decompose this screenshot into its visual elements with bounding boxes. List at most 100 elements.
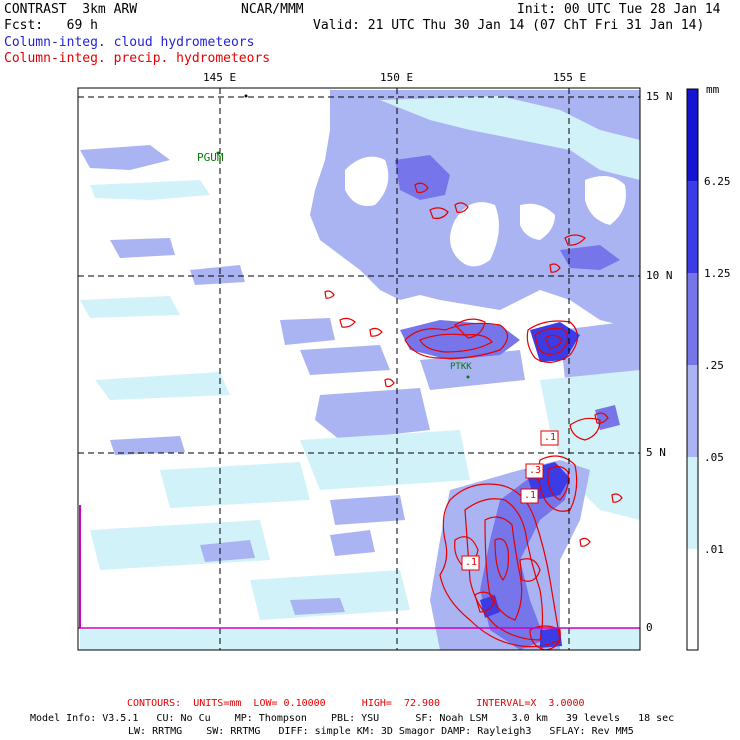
lon-label: 145 E (203, 71, 237, 84)
contour-label-box (520, 488, 539, 504)
colorbar-level: .25 (704, 359, 724, 372)
cloud-hole-2 (520, 203, 555, 240)
cloud-patch (80, 145, 170, 170)
station-label-pgum: PGUM (197, 151, 224, 164)
precip-contour (339, 317, 356, 328)
precip-contour (549, 263, 561, 273)
cloud-patch (250, 570, 410, 620)
precip-contour (464, 498, 544, 641)
cloud-patch (190, 265, 245, 285)
precip-contour (611, 493, 623, 503)
cloud-band-dark-2 (560, 245, 620, 270)
precip-contour (384, 378, 395, 388)
precip-contour (564, 234, 586, 246)
precip-contour (544, 334, 563, 349)
cloud-band-dark-north (395, 155, 450, 200)
precip-contour (529, 625, 561, 650)
contour-label: .1 (544, 432, 557, 443)
contour-label-box (461, 555, 480, 571)
cloud-band-itcz (400, 320, 520, 360)
precip-contour (526, 320, 579, 363)
contour-label: .1 (524, 490, 537, 501)
cloud-patch (300, 430, 470, 490)
station-label-ptkk: PTKK (450, 362, 472, 372)
cloud-patch (160, 462, 310, 508)
precip-contour (579, 537, 591, 547)
station-marker (466, 375, 470, 379)
cloud-patch (280, 318, 335, 345)
lat-label: 5 N (646, 446, 666, 459)
cloud-patch (315, 388, 430, 440)
cloud-patch (290, 598, 345, 615)
colorbar-swatch (687, 365, 698, 457)
lon-label: 150 E (380, 71, 414, 84)
valid-time: Valid: 21 UTC Thu 30 Jan 14 (07 ChT Fri … (313, 18, 705, 33)
colorbar-frame (686, 88, 699, 651)
station-marker (244, 94, 248, 98)
colorbar-level: 6.25 (704, 175, 731, 188)
precip-contour (547, 465, 569, 501)
cloud-area-south-dark (480, 470, 570, 650)
precip-contour (369, 327, 383, 337)
precip-contour (419, 333, 493, 353)
cloud-patch (200, 540, 255, 562)
cloud-patch (80, 296, 180, 318)
lon-label: 155 E (553, 71, 587, 84)
organization: NCAR/MMM (241, 2, 304, 17)
cloud-area-north-light (380, 96, 640, 180)
contour-label: .1 (465, 557, 478, 568)
precip-contour (474, 591, 496, 613)
contour-label-box (525, 463, 544, 479)
precip-contour (569, 417, 601, 441)
colorbar-swatch (687, 273, 698, 365)
map-frame (77, 87, 641, 651)
station-marker (216, 151, 220, 155)
precip-contour (534, 327, 569, 355)
cloud-patch (90, 180, 210, 200)
model-info-line1: Model Info: V3.5.1 CU: No Cu MP: Thompso… (30, 713, 675, 724)
colorbar-swatch (687, 181, 698, 273)
precip-contour (404, 322, 509, 359)
colorbar-level: 1.25 (704, 267, 731, 280)
contour-label-box (540, 430, 559, 446)
contour-label: .3 (529, 465, 542, 476)
forecast-hour: Fcst: 69 h (4, 18, 98, 33)
precip-contour (324, 290, 335, 299)
cloud-patch (95, 372, 230, 400)
lat-label: 10 N (646, 269, 673, 282)
precip-contour (494, 538, 510, 582)
precip-contour (454, 202, 469, 214)
precip-contour (537, 455, 578, 512)
cloud-cell (540, 628, 562, 648)
precip-contour (454, 318, 486, 339)
colorbar-level: .01 (704, 543, 724, 556)
field-cloud-title: Column-integ. cloud hydrometeors (4, 35, 255, 50)
colorbar-units: mm (706, 83, 720, 96)
init-time: Init: 00 UTC Tue 28 Jan 14 (517, 2, 721, 17)
cloud-hole-3 (345, 156, 389, 206)
lat-lon-grid (78, 88, 640, 650)
cloud-patch (110, 436, 185, 455)
precip-contour (594, 412, 609, 424)
precip-contour (414, 182, 429, 194)
colorbar-level: .05 (704, 451, 724, 464)
model-info-line2: LW: RRTMG SW: RRTMG DIFF: simple KM: 3D … (128, 726, 634, 737)
lat-label: 15 N (646, 90, 673, 103)
cloud-cell (480, 595, 500, 618)
precip-contour (429, 207, 449, 219)
colorbar (686, 88, 699, 651)
cloud-patch (300, 345, 390, 375)
cloud-patch (330, 495, 405, 525)
contour-labels (461, 430, 559, 571)
colorbar-swatch (687, 89, 698, 181)
precip-contours (324, 182, 623, 650)
cloud-hole-4 (585, 176, 626, 225)
cloud-patch (110, 238, 175, 258)
contours-info: CONTOURS: UNITS=mm LOW= 0.10000 HIGH= 72… (127, 698, 585, 709)
precip-contour (519, 558, 541, 582)
cloud-patch (330, 530, 375, 556)
colorbar-swatch (687, 549, 698, 650)
cloud-hole-1 (450, 202, 499, 267)
lat-label: 0 (646, 621, 653, 634)
